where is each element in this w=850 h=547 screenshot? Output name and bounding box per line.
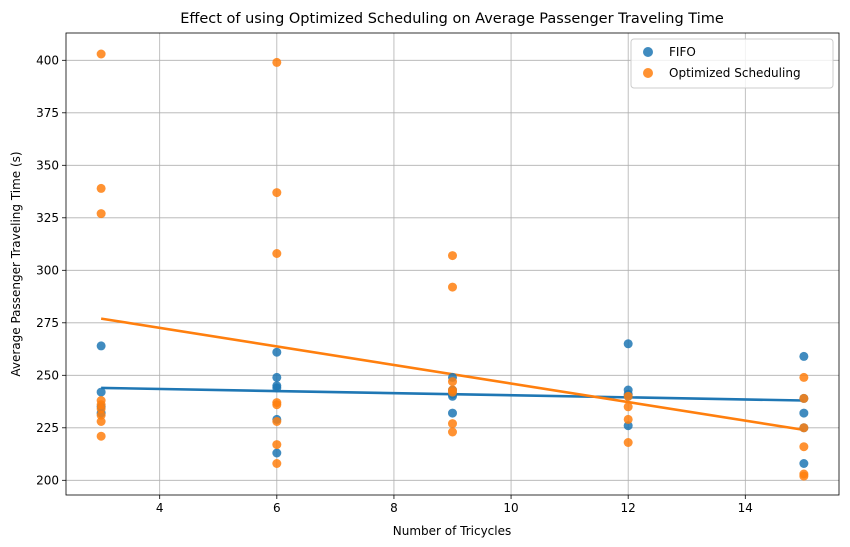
legend: FIFO Optimized Scheduling <box>630 38 834 89</box>
x-tick-label: 4 <box>156 501 164 515</box>
optimized-scheduling-point <box>623 414 633 424</box>
legend-marker-optimized <box>643 68 653 78</box>
y-tick-label: 400 <box>36 53 59 67</box>
fifo-point <box>96 341 106 351</box>
optimized-scheduling-point <box>799 471 809 481</box>
x-tick-label: 8 <box>390 501 398 515</box>
optimized-scheduling-point <box>799 372 809 382</box>
y-ticks: 200 225 250 275 300 325 350 375 400 <box>36 53 66 487</box>
fifo-point <box>272 372 282 382</box>
x-tick-label: 14 <box>738 501 753 515</box>
optimized-scheduling-point <box>448 377 457 387</box>
fifo-point <box>799 459 809 468</box>
optimized-scheduling-point <box>96 49 106 59</box>
y-tick-label: 275 <box>36 316 59 330</box>
fifo-point <box>623 339 633 349</box>
y-tick-label: 325 <box>36 211 59 225</box>
y-tick-label: 300 <box>36 263 59 277</box>
fifo-point <box>799 351 809 361</box>
y-tick-label: 200 <box>36 473 59 487</box>
optimized-scheduling-point <box>448 251 457 261</box>
optimized-scheduling-point <box>272 188 282 198</box>
y-tick-label: 250 <box>36 368 59 382</box>
fifo-point <box>272 383 282 393</box>
y-tick-label: 225 <box>36 421 59 435</box>
legend-label-optimized: Optimized Scheduling <box>669 66 801 80</box>
legend-marker-fifo <box>643 47 653 57</box>
optimized-scheduling-point <box>96 410 106 420</box>
y-tick-label: 375 <box>36 106 59 120</box>
optimized-scheduling-point <box>623 402 633 412</box>
optimized-scheduling-point <box>96 404 106 414</box>
optimized-scheduling-point <box>272 459 282 468</box>
fifo-point <box>272 448 282 458</box>
optimized-scheduling-point <box>272 400 282 410</box>
x-tick-label: 12 <box>621 501 636 515</box>
optimized-scheduling-point <box>448 387 457 397</box>
x-tick-label: 6 <box>273 501 281 515</box>
legend-box <box>630 38 834 89</box>
x-ticks: 4 6 8 10 12 14 <box>156 495 753 515</box>
optimized-scheduling-point <box>799 442 809 452</box>
fifo-point <box>272 347 282 357</box>
x-axis-label: Number of Tricycles <box>393 524 512 538</box>
fifo-point <box>799 408 809 418</box>
optimized-scheduling-point <box>272 440 282 450</box>
plot-frame <box>65 32 840 496</box>
chart-title: Effect of using Optimized Scheduling on … <box>180 11 724 27</box>
fifo-point <box>623 421 633 431</box>
optimized-scheduling-point <box>272 249 282 258</box>
optimized-scheduling-point <box>96 183 106 193</box>
optimized-scheduling-point <box>448 282 457 292</box>
optimized-scheduling-point <box>799 423 809 433</box>
optimized-scheduling-point <box>272 57 282 67</box>
optimized-scheduling-point <box>623 438 633 447</box>
optimized-scheduling-point <box>272 417 282 426</box>
grid-lines <box>66 33 839 495</box>
optimized-scheduling-point <box>96 431 106 441</box>
optimized-scheduling-point <box>96 417 106 426</box>
legend-label-fifo: FIFO <box>669 45 696 59</box>
y-tick-label: 350 <box>36 158 59 172</box>
optimized-scheduling-point <box>96 209 106 219</box>
fifo-point <box>448 408 457 418</box>
optimized-scheduling-point <box>799 393 809 403</box>
x-tick-label: 10 <box>503 501 518 515</box>
y-axis-label: Average Passenger Traveling Time (s) <box>9 151 23 376</box>
optimized-scheduling-point <box>448 419 457 429</box>
optimized-scheduling-point <box>623 391 633 401</box>
data-points <box>96 49 809 481</box>
optimized-scheduling-point <box>448 427 457 437</box>
fifo-point <box>96 387 106 397</box>
